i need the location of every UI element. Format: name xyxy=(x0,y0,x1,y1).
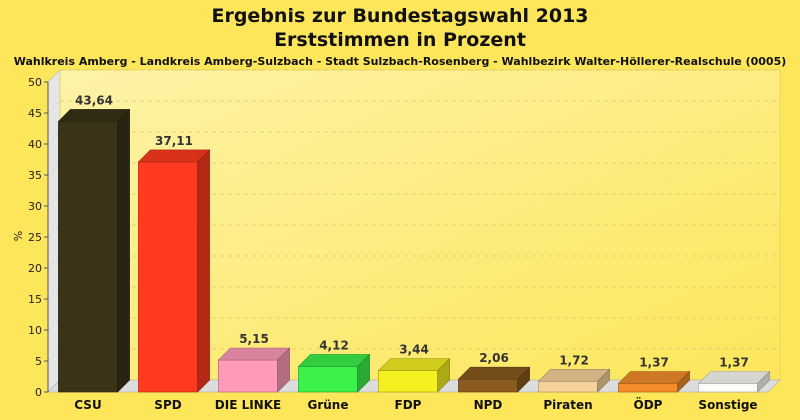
y-tick-label: 5 xyxy=(35,355,42,368)
bar-top xyxy=(377,358,451,371)
y-tick-label: 10 xyxy=(28,324,42,337)
bar-top xyxy=(217,347,291,361)
gridline-side xyxy=(47,193,61,207)
bar-side xyxy=(757,370,770,393)
bar-side xyxy=(277,347,290,393)
bar-side xyxy=(117,108,130,393)
bar-sonstige xyxy=(697,370,771,393)
bar-side xyxy=(357,353,370,393)
x-tick-label: Grüne xyxy=(308,398,349,412)
gridline-side xyxy=(47,317,61,331)
gridline-side xyxy=(47,69,61,83)
data-label: 37,11 xyxy=(155,134,193,148)
bar-side xyxy=(437,357,450,393)
bar-top xyxy=(697,371,771,384)
bar-spd xyxy=(137,149,211,393)
bar-top xyxy=(57,109,131,122)
bar-top xyxy=(537,369,611,382)
bar-npd xyxy=(457,366,531,393)
x-tick-label: FDP xyxy=(395,398,422,412)
data-label: 1,72 xyxy=(559,353,589,367)
chart-title: Ergebnis zur Bundestagswahl 2013 xyxy=(211,5,588,27)
bar-front xyxy=(138,161,198,393)
gridline-side xyxy=(47,255,61,269)
bar-side xyxy=(597,368,610,393)
data-label: 43,64 xyxy=(75,93,113,107)
gridline-side xyxy=(47,348,61,362)
bar-fdp xyxy=(377,357,451,393)
y-tick-label: 0 xyxy=(35,386,42,399)
y-tick-label: 40 xyxy=(28,138,42,151)
bar-ödp xyxy=(617,370,691,393)
bar-die-linke xyxy=(217,347,291,393)
y-tick-label: 45 xyxy=(28,107,42,120)
data-label: 4,12 xyxy=(319,338,349,352)
x-tick-label: DIE LINKE xyxy=(215,398,281,412)
bar-front xyxy=(58,121,118,393)
data-label: 2,06 xyxy=(479,351,509,365)
gridline-side xyxy=(47,162,61,176)
gridline-side xyxy=(47,131,61,145)
y-tick-label: 15 xyxy=(28,293,42,306)
x-tick-label: ÖDP xyxy=(634,397,663,412)
y-axis-label: % xyxy=(12,231,25,241)
bar-front xyxy=(218,359,278,393)
bar-top xyxy=(457,366,531,380)
x-tick-label: Piraten xyxy=(543,398,592,412)
y-tick-label: 25 xyxy=(28,231,42,244)
data-label: 1,37 xyxy=(639,356,669,370)
chart-subtitle: Wahlkreis Amberg - Landkreis Amberg-Sulz… xyxy=(14,55,787,68)
bar-front xyxy=(618,383,678,393)
gridline-side xyxy=(47,286,61,300)
chart-title-line2: Erststimmen in Prozent xyxy=(274,29,526,51)
data-label: 3,44 xyxy=(399,343,429,357)
bar-piraten xyxy=(537,368,611,393)
bar-csu xyxy=(57,108,131,393)
bar-top xyxy=(137,149,211,163)
bar-front xyxy=(698,383,758,393)
y-tick-label: 20 xyxy=(28,262,42,275)
bar-side xyxy=(677,370,690,393)
x-tick-label: Sonstige xyxy=(698,398,757,412)
bar-top xyxy=(617,371,691,384)
data-label: 1,37 xyxy=(719,356,749,370)
gridline-side xyxy=(47,224,61,238)
bar-side xyxy=(197,149,210,393)
bar-front xyxy=(538,381,598,393)
bar-side xyxy=(517,366,530,393)
gridline-side xyxy=(47,100,61,114)
x-tick-label: NPD xyxy=(474,398,503,412)
x-tick-label: SPD xyxy=(154,398,181,412)
data-label: 5,15 xyxy=(239,332,269,346)
x-tick-label: CSU xyxy=(74,398,101,412)
bar-front xyxy=(458,378,518,393)
bar-front xyxy=(298,366,358,393)
bar-front xyxy=(378,370,438,393)
y-tick-label: 35 xyxy=(28,169,42,182)
y-tick-label: 30 xyxy=(28,200,42,213)
bar-top xyxy=(297,354,371,367)
y-tick-label: 50 xyxy=(28,76,42,89)
bar-grüne xyxy=(297,353,371,393)
